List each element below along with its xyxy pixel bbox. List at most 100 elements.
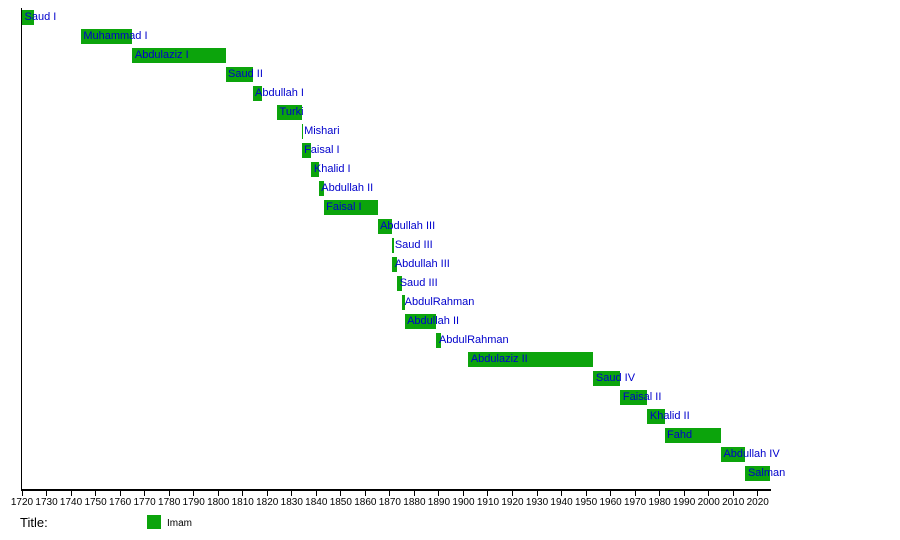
timeline-bar-abdulaziz-ii-18 [468,352,594,367]
x-axis-tick-1890 [438,491,440,496]
x-axis-tick-label-1810: 1810 [231,497,254,508]
x-axis-tick-1880 [413,491,415,496]
timeline-bar-saud-i-0 [22,10,35,25]
x-axis-tick-label-1980: 1980 [648,497,671,508]
x-axis-tick-1840 [315,491,317,496]
x-axis-tick-1770 [144,491,146,496]
x-axis-tick-label-1910: 1910 [476,497,500,508]
timeline-bar-abdullah-i-4 [252,86,263,101]
timeline-bar-saud-iii-12 [392,238,394,253]
x-axis-tick-label-2000: 2000 [697,497,720,508]
x-axis-tick-1900 [462,491,464,496]
x-axis-tick-label-1750: 1750 [84,497,107,508]
x-axis-tick-label-1920: 1920 [501,497,524,508]
x-axis-tick-label-1780: 1780 [158,497,181,508]
x-axis-tick-label-1730: 1730 [35,497,58,508]
x-axis-tick-1740 [70,491,72,496]
x-axis-tick-1910 [487,491,489,496]
timeline-bar-khalid-ii-21 [647,409,665,424]
timeline-bar-saud-iii-14 [397,276,403,291]
timeline-bar-faisal-i-7 [301,143,312,158]
x-axis-tick-label-1760: 1760 [108,497,132,508]
timeline-bar-label-saud-iv-19: Saud IV [595,372,636,384]
timeline-bar-mishari-6 [301,124,304,139]
timeline-bar-label-abdullah-iii-13: Abdullah III [394,258,450,270]
timeline-bar-turki-5 [277,105,302,120]
x-axis-tick-1730 [46,491,48,496]
x-axis-tick-2010 [732,491,734,496]
timeline-bar-label-abdulrahman-15: AbdulRahman [404,296,475,308]
timeline-bar-label-saud-iii-12: Saud III [394,239,433,251]
timeline-bar-label-turki-5: Turki [279,106,304,118]
timeline-bar-abdullah-iv-23 [720,447,746,462]
x-axis-tick-label-1830: 1830 [280,497,303,508]
timeline-bar-faisal-ii-20 [620,390,648,405]
timeline-bar-label-abdullah-iii-11: Abdullah III [380,220,436,232]
timeline-bar-label-saud-i-0: Saud I [24,11,57,23]
x-axis-tick-label-2010: 2010 [722,497,745,508]
x-axis-tick-1850 [340,491,342,496]
timeline-bar-label-salman-24: Salman [747,467,786,479]
y-axis-line [21,8,22,489]
timeline-bar-khalid-i-8 [311,162,319,177]
x-axis-tick-label-1860: 1860 [354,497,377,508]
timeline-bar-label-khalid-ii-21: Khalid II [649,410,690,422]
timeline-bar-label-abdullah-ii-9: Abdullah II [321,182,374,194]
timeline-bar-label-muhammad-i-1: Muhammad I [83,30,148,42]
timeline-bar-muhammad-i-1 [80,29,133,44]
x-axis-tick-1860 [364,491,366,496]
x-axis-tick-1750 [95,491,97,496]
x-axis-tick-1820 [266,491,268,496]
x-axis-tick-label-1820: 1820 [256,497,279,508]
x-axis-tick-label-1890: 1890 [427,497,451,508]
x-axis-tick-1970 [634,491,636,496]
timeline-bar-label-abdullah-i-4: Abdullah I [255,87,304,99]
timeline-bar-abdullah-ii-9 [318,181,324,196]
legend-label-imam: Imam [167,518,192,529]
x-axis-tick-2000 [708,491,710,496]
x-axis-tick-1960 [610,491,612,496]
timeline-bar-salman-24 [745,466,770,481]
timeline-bar-label-abdulaziz-i-2: Abdulaziz I [134,49,189,61]
x-axis-tick-1810 [242,491,244,496]
timeline-bar-label-abdulaziz-ii-18: Abdulaziz II [470,353,528,365]
x-axis-tick-1800 [217,491,219,496]
timeline-bar-abdulrahman-15 [402,295,405,310]
timeline-bar-saud-iv-19 [593,371,621,386]
x-axis-tick-label-1960: 1960 [599,497,622,508]
x-axis-tick-label-1850: 1850 [329,497,352,508]
timeline-bar-label-abdullah-iv-23: Abdullah IV [723,448,780,460]
x-axis-tick-1870 [389,491,391,496]
x-axis-tick-label-1770: 1770 [133,497,156,508]
timeline-bar-label-fahd-22: Fahd [667,429,693,441]
x-axis-tick-label-1790: 1790 [182,497,205,508]
timeline-bar-saud-ii-3 [225,67,253,82]
x-axis-tick-1980 [659,491,661,496]
x-axis-tick-1940 [561,491,563,496]
legend-title: Title: [20,515,48,530]
timeline-bar-label-saud-ii-3: Saud II [228,68,263,80]
x-axis-tick-label-1720: 1720 [10,497,34,508]
timeline-bar-label-faisal-i-10: Faisal I [326,201,362,213]
x-axis-tick-label-1970: 1970 [623,497,647,508]
x-axis-tick-label-1990: 1990 [673,497,696,508]
x-axis-tick-label-1880: 1880 [403,497,426,508]
x-axis-tick-label-1870: 1870 [378,497,401,508]
timeline-bar-fahd-22 [664,428,721,443]
x-axis-tick-label-1940: 1940 [550,497,573,508]
x-axis-line [21,489,771,491]
x-axis-tick-label-1900: 1900 [452,497,475,508]
x-axis-tick-label-2020: 2020 [746,497,769,508]
timeline-bar-abdullah-iii-13 [392,257,398,272]
timeline-bar-abdulaziz-i-2 [132,48,226,63]
x-axis-tick-label-1840: 1840 [305,497,328,508]
timeline-bar-label-faisal-ii-20: Faisal II [622,391,662,403]
timeline-bar-label-faisal-i-7: Faisal I [304,144,340,156]
x-axis-tick-1920 [511,491,513,496]
x-axis-tick-1790 [193,491,195,496]
timeline-bar-label-khalid-i-8: Khalid I [313,163,351,175]
timeline-bar-label-saud-iii-14: Saud III [399,277,438,289]
timeline-bar-faisal-i-10 [323,200,378,215]
